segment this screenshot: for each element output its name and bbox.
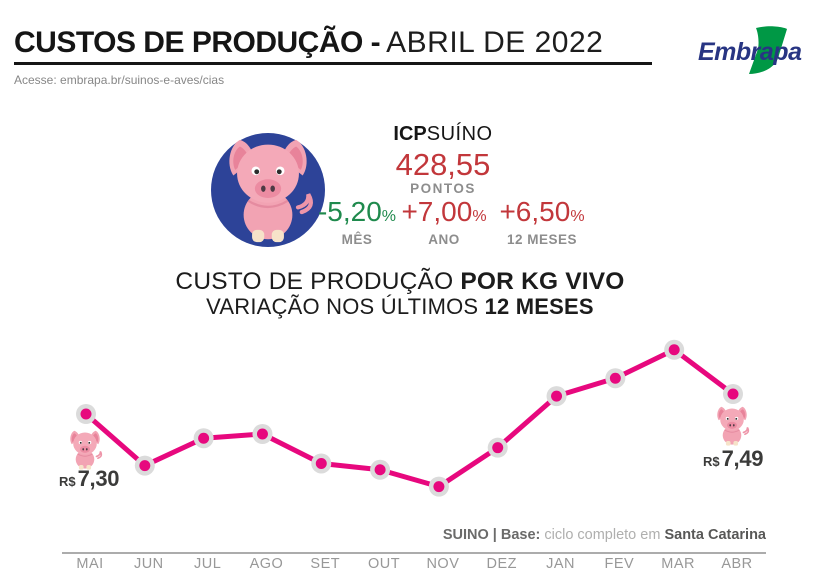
stat-year-value: +7,00% bbox=[401, 196, 487, 227]
month-label-JUN: JUN bbox=[133, 556, 164, 572]
title-underline bbox=[14, 62, 652, 65]
chart-point-MAI bbox=[80, 408, 92, 420]
month-label-MAR: MAR bbox=[661, 556, 696, 572]
access-url: Acesse: embrapa.br/suinos-e-aves/cias bbox=[14, 73, 225, 87]
percent-sign: % bbox=[570, 208, 585, 225]
percent-sign: % bbox=[472, 208, 487, 225]
month-label-DEZ: DEZ bbox=[486, 556, 517, 572]
first-point-price: R$ 7,30 bbox=[59, 466, 120, 492]
embrapa-logo: Embrapa bbox=[698, 26, 803, 74]
source-note: SUINO | Base: ciclo completo em Santa Ca… bbox=[0, 527, 766, 543]
embrapa-logo-text: Embrapa bbox=[698, 38, 802, 66]
chart-point-JUN bbox=[139, 460, 151, 472]
pig-icon-last-point bbox=[714, 406, 750, 446]
source-note-light: ciclo completo em bbox=[540, 527, 665, 543]
chart-title-line2: VARIAÇÃO NOS ÚLTIMOS 12 MESES bbox=[206, 294, 594, 319]
month-label-JUL: JUL bbox=[193, 556, 222, 572]
stat-month-value: -5,20% bbox=[317, 196, 397, 227]
page-title-main: CUSTOS DE PRODUÇÃO - bbox=[14, 26, 381, 59]
currency-symbol: R$ bbox=[703, 454, 720, 469]
last-point-price: R$ 7,49 bbox=[703, 446, 764, 472]
icp-index-unit: PONTOS bbox=[410, 181, 476, 196]
first-point-amount: 7,30 bbox=[77, 466, 120, 491]
chart-title: CUSTO DE PRODUÇÃO POR KG VIVO VARIAÇÃO N… bbox=[175, 268, 624, 319]
embrapa-leaf-icon bbox=[749, 26, 787, 74]
chart-point-AGO bbox=[256, 428, 268, 440]
chart-point-FEV bbox=[609, 372, 621, 384]
chart-point-JUL bbox=[198, 432, 210, 444]
page-title: CUSTOS DE PRODUÇÃO - ABRIL DE 2022 bbox=[14, 26, 603, 60]
stat-year: +7,00% ANO bbox=[401, 196, 487, 248]
month-label-SET: SET bbox=[310, 556, 341, 572]
chart-point-ABR bbox=[727, 388, 739, 400]
month-label-MAI: MAI bbox=[76, 556, 104, 572]
chart-point-JAN bbox=[551, 390, 563, 402]
icp-index-label: ICPSUÍNO bbox=[393, 123, 492, 146]
percent-sign: % bbox=[381, 208, 397, 225]
stat-year-label: ANO bbox=[428, 232, 460, 247]
chart-point-DEZ bbox=[492, 442, 504, 454]
chart-title-line1: CUSTO DE PRODUÇÃO POR KG VIVO bbox=[175, 268, 625, 295]
chart-point-MAR bbox=[668, 344, 680, 356]
month-label-FEV: FEV bbox=[604, 556, 635, 572]
source-note-place: Santa Catarina bbox=[664, 527, 766, 543]
icp-label-light: SUÍNO bbox=[426, 123, 493, 145]
chart-line bbox=[84, 347, 735, 490]
x-axis-line bbox=[62, 552, 766, 554]
stat-month-label: MÊS bbox=[341, 232, 373, 247]
stat-12-months-value: +6,50% bbox=[499, 196, 585, 227]
icp-label-bold: ICP bbox=[393, 123, 427, 145]
chart-point-SET bbox=[315, 457, 327, 469]
pig-icon-first-point bbox=[67, 430, 103, 470]
chart-point-NOV bbox=[433, 481, 445, 493]
month-label-NOV: NOV bbox=[426, 556, 460, 572]
icp-index-value: 428,55 bbox=[395, 147, 491, 182]
month-label-JAN: JAN bbox=[546, 556, 575, 572]
month-label-OUT: OUT bbox=[368, 556, 401, 572]
month-label-AGO: AGO bbox=[249, 556, 284, 572]
last-point-amount: 7,49 bbox=[721, 446, 764, 471]
stat-12-months-label: 12 MESES bbox=[506, 232, 578, 247]
page-title-period: ABRIL DE 2022 bbox=[386, 26, 604, 59]
stat-12-months: +6,50% 12 MESES bbox=[499, 196, 585, 248]
month-label-ABR: ABR bbox=[721, 556, 753, 572]
source-note-bold: SUINO | Base: bbox=[442, 527, 541, 543]
chart-point-OUT bbox=[374, 464, 386, 476]
stat-month: -5,20% MÊS bbox=[317, 196, 397, 248]
pig-badge-icon bbox=[211, 133, 325, 247]
currency-symbol: R$ bbox=[59, 474, 76, 489]
